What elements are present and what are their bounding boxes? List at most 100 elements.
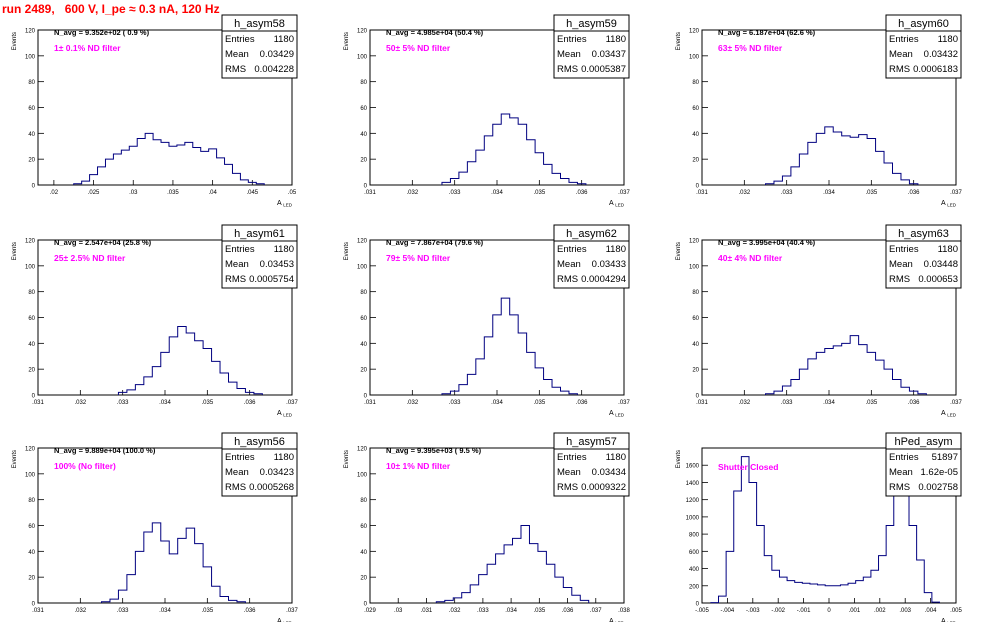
navg-label: N_avg = 6.187e+04 (62.6 %): [718, 28, 816, 37]
filter-label: 50± 5% ND filter: [386, 43, 451, 53]
x-axis-label-main: A: [609, 410, 615, 417]
x-axis-label-main: A: [941, 410, 947, 417]
x-axis-label-main: A: [941, 618, 947, 622]
x-tick-label: 0: [827, 608, 831, 614]
stats-value: 0.0004294: [581, 274, 626, 285]
x-axis-label-sub: LED: [283, 413, 293, 418]
histogram-panel-h_asym56: 0 20 40 60 80 100 120 .031 .032 .033 .034 .035 .036.…: [12, 432, 298, 622]
stats-box: [553, 240, 630, 289]
x-tick-label: .037: [618, 400, 630, 406]
x-tick-label: -.005: [695, 608, 709, 614]
stats-label: Entries: [225, 34, 255, 45]
stats-value: 1180: [606, 34, 626, 45]
y-tick-label: 80: [692, 290, 699, 296]
y-tick-label: 120: [25, 29, 36, 35]
y-tick-label: 20: [28, 576, 35, 582]
x-axis-label-sub: LED: [283, 621, 293, 622]
histogram-line: [101, 522, 246, 603]
y-tick-label: 1600: [686, 464, 700, 470]
y-tick-label: 1000: [686, 515, 700, 521]
x-tick-label: .036: [562, 608, 574, 614]
x-tick-label: .034: [491, 190, 503, 196]
stats-value: 0.03453: [260, 259, 294, 270]
x-tick-label: .035: [533, 400, 545, 406]
y-tick-label: 100: [357, 264, 368, 270]
y-tick-label: 80: [28, 498, 35, 504]
x-tick-label: .035: [533, 190, 545, 196]
stats-label: RMS: [889, 64, 910, 75]
y-tick-label: 20: [360, 158, 367, 164]
y-tick-label: 80: [360, 80, 367, 86]
stats-title: h_asym56: [234, 436, 285, 448]
x-tick-label: .032: [74, 400, 86, 406]
histogram-line: [441, 113, 587, 185]
x-tick-label: .003: [899, 608, 911, 614]
x-axis-label: A LED: [609, 200, 625, 208]
navg-label: N_avg = 3.995e+04 (40.4 %): [718, 238, 816, 247]
y-tick-label: 40: [28, 342, 35, 348]
y-tick-label: 0: [364, 184, 368, 190]
navg-label: N_avg = 9.352e+02 ( 0.9 %): [54, 28, 150, 37]
y-tick-label: 0: [32, 602, 36, 608]
x-axis-label-main: A: [941, 200, 947, 207]
x-axis-label: A LED: [941, 618, 957, 622]
x-tick-label: .036: [576, 190, 588, 196]
x-tick-label: .034: [159, 400, 171, 406]
stats-title: h_asym60: [898, 18, 949, 30]
x-tick-label: .035: [865, 400, 877, 406]
stats-label: Mean: [557, 467, 581, 478]
histogram-panel-h_asym62: 0 20 40 60 80 100 120 .031 .032 .033 .034 .035 .036.…: [344, 224, 630, 418]
x-tick-label: .033: [781, 400, 793, 406]
y-tick-label: 40: [28, 550, 35, 556]
x-tick-label: -.003: [746, 608, 760, 614]
x-tick-label: -.004: [721, 608, 735, 614]
stats-title: h_asym57: [566, 436, 617, 448]
x-tick-label: .004: [925, 608, 937, 614]
x-axis-label-main: A: [609, 618, 615, 622]
y-axis-label: Events: [344, 32, 350, 50]
stats-box: [885, 240, 962, 289]
histogram-panel-h_asym63: 0 20 40 60 80 100 120 .031 .032 .033 .034 .035 .036.…: [676, 224, 962, 418]
y-axis-label: Events: [344, 450, 350, 468]
histogram-line: [117, 326, 263, 395]
x-tick-label: .036: [908, 190, 920, 196]
x-tick-label: .02: [50, 190, 59, 196]
stats-title: h_asym58: [234, 18, 285, 30]
y-tick-label: 40: [360, 342, 367, 348]
y-tick-label: 0: [696, 394, 700, 400]
stats-label: RMS: [225, 274, 246, 285]
x-axis-label: A LED: [609, 618, 625, 622]
x-tick-label: .031: [364, 400, 376, 406]
x-tick-label: .031: [364, 190, 376, 196]
x-tick-label: .033: [117, 608, 129, 614]
histogram-panel-h_asym61: 0 20 40 60 80 100 120 .031 .032 .033 .034 .035 .036.…: [12, 224, 298, 418]
stats-label: RMS: [557, 274, 578, 285]
histogram-line: [441, 297, 578, 395]
stats-label: Mean: [225, 49, 249, 60]
x-tick-label: .037: [950, 190, 962, 196]
y-axis-label: Events: [12, 32, 18, 50]
y-tick-label: 100: [689, 54, 700, 60]
navg-label: N_avg = 9.889e+04 (100.0 %): [54, 446, 156, 455]
x-tick-label: .002: [874, 608, 886, 614]
stats-label: Entries: [225, 244, 255, 255]
x-tick-label: .038: [618, 608, 630, 614]
y-tick-label: 20: [692, 158, 699, 164]
y-tick-label: 0: [32, 184, 36, 190]
x-tick-label: .037: [618, 190, 630, 196]
y-tick-label: 60: [692, 316, 699, 322]
y-axis-label: Events: [676, 242, 682, 260]
y-tick-label: 0: [364, 602, 368, 608]
x-tick-label: .035: [201, 608, 213, 614]
y-tick-label: 0: [696, 184, 700, 190]
x-axis-label-main: A: [277, 200, 283, 207]
stats-label: Entries: [557, 34, 587, 45]
y-tick-label: 120: [357, 239, 368, 245]
navg-label: N_avg = 2.547e+04 (25.8 %): [54, 238, 152, 247]
stats-label: RMS: [889, 274, 910, 285]
stats-title: h_asym63: [898, 228, 949, 240]
stats-label: Entries: [225, 452, 255, 463]
filter-label: 79± 5% ND filter: [386, 253, 451, 263]
stats-value: 0.004228: [254, 64, 294, 75]
x-tick-label: .005: [950, 608, 962, 614]
